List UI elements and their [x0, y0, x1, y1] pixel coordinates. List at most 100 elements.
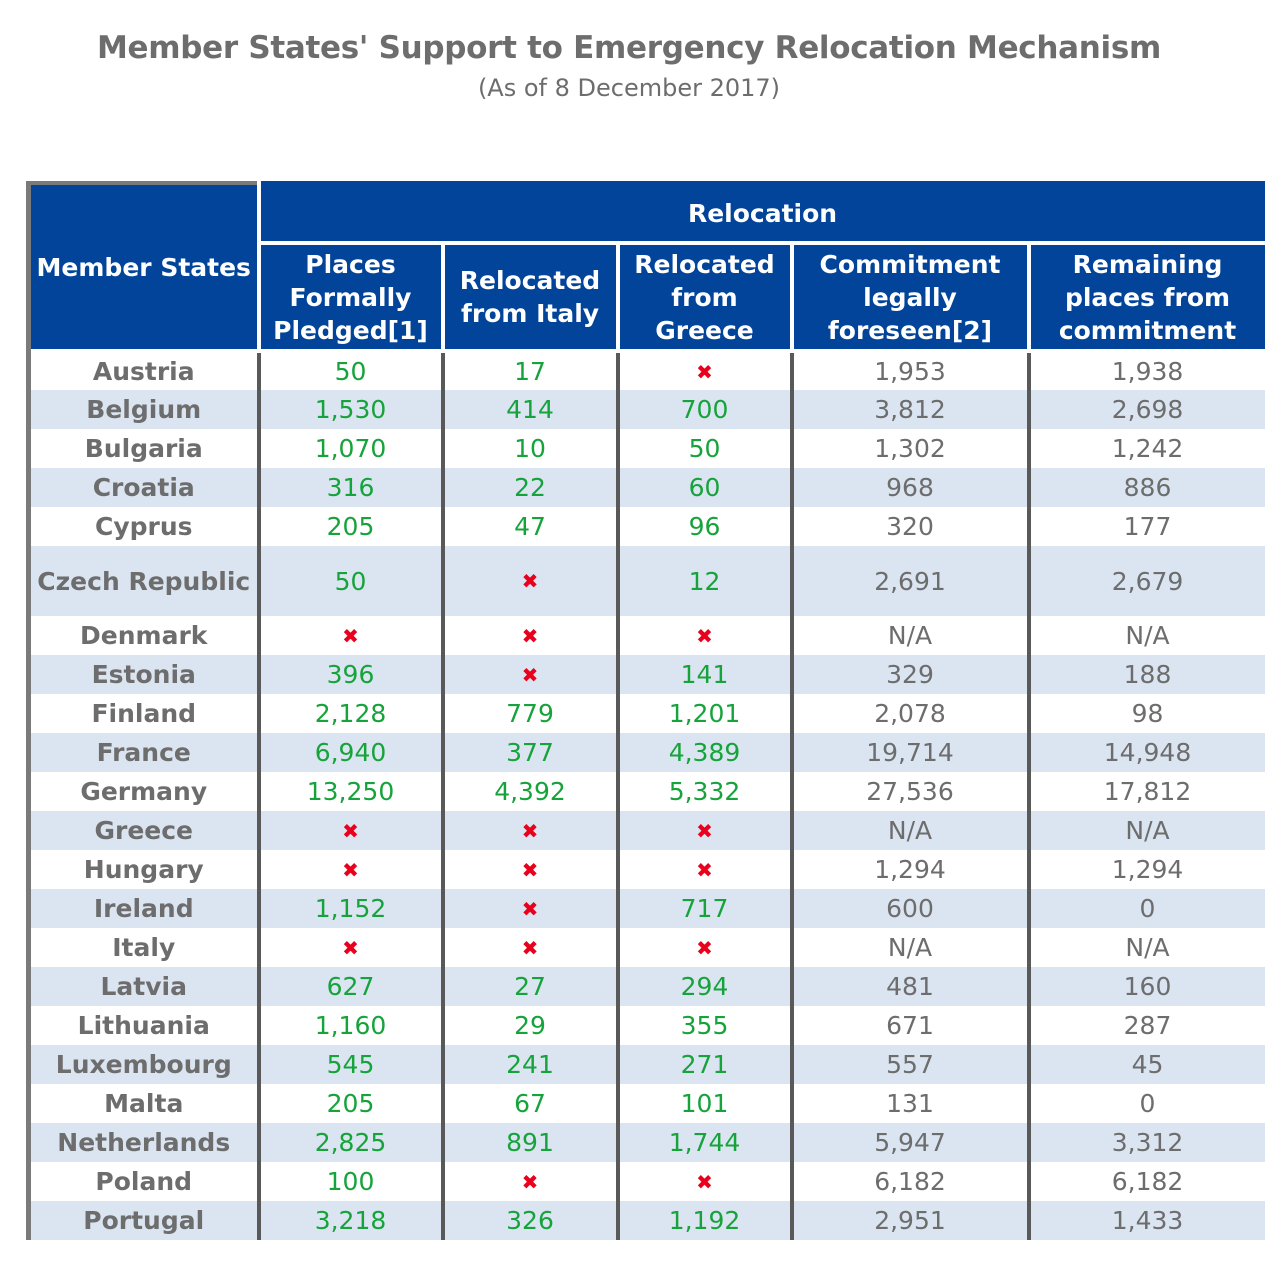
- member-state-name: Poland: [26, 1162, 261, 1201]
- table-row: Germany 13,250 4,392 5,332 27,536 17,812: [26, 772, 1269, 811]
- cell-remaining: 0: [1026, 889, 1269, 928]
- cell-commitment: 6,182: [789, 1162, 1031, 1201]
- cell-pledged: 13,250: [256, 772, 445, 811]
- member-state-name: Portugal: [26, 1201, 261, 1240]
- cell-commitment: 3,812: [789, 390, 1031, 429]
- cell-remaining: 1,294: [1026, 850, 1269, 889]
- cross-icon: ✖: [256, 616, 445, 655]
- cell-greece: 60: [615, 468, 794, 507]
- cell-pledged: 100: [256, 1162, 445, 1201]
- cell-greece: 271: [615, 1045, 794, 1084]
- cross-icon: ✖: [440, 546, 620, 616]
- header-line: Relocated: [634, 249, 775, 279]
- header-line: Remaining: [1072, 249, 1223, 279]
- member-state-name: Luxembourg: [26, 1045, 261, 1084]
- cell-greece: 141: [615, 655, 794, 694]
- cell-italy: 29: [440, 1006, 620, 1045]
- header-line: Relocated: [459, 266, 601, 295]
- cell-commitment: 131: [789, 1084, 1031, 1123]
- member-state-name: Ireland: [26, 889, 261, 928]
- cell-remaining: 2,698: [1026, 390, 1269, 429]
- member-state-name: Cyprus: [26, 507, 261, 546]
- cross-icon: ✖: [440, 850, 620, 889]
- cell-remaining: 1,433: [1026, 1201, 1269, 1240]
- header-line: from Italy: [460, 299, 600, 328]
- cell-italy: 47: [440, 507, 620, 546]
- cell-italy: 17: [440, 351, 620, 390]
- page-title: Member States' Support to Emergency Relo…: [96, 30, 1162, 66]
- cell-pledged: 545: [256, 1045, 445, 1084]
- header-line: Formally: [289, 282, 412, 312]
- cross-icon: ✖: [256, 928, 445, 967]
- table-row: Portugal 3,218 326 1,192 2,951 1,433: [26, 1201, 1269, 1240]
- cell-remaining: 287: [1026, 1006, 1269, 1045]
- table-row: Malta 205 67 101 131 0: [26, 1084, 1269, 1123]
- cell-pledged: 1,152: [256, 889, 445, 928]
- cell-pledged: 2,128: [256, 694, 445, 733]
- table-row: Bulgaria 1,070 10 50 1,302 1,242: [26, 429, 1269, 468]
- cell-pledged: 205: [256, 1084, 445, 1123]
- cell-remaining: 177: [1026, 507, 1269, 546]
- cell-greece: 717: [615, 889, 794, 928]
- cell-pledged: 316: [256, 468, 445, 507]
- table-row: Italy ✖ ✖ ✖ N/A N/A: [26, 928, 1269, 967]
- header-relocated-italy: Relocated from Italy: [440, 241, 620, 353]
- cell-greece: 5,332: [615, 772, 794, 811]
- table-row: Finland 2,128 779 1,201 2,078 98: [26, 694, 1269, 733]
- header-remaining: Remaining places from commitment: [1026, 241, 1269, 353]
- member-state-name: Italy: [26, 928, 261, 967]
- cell-pledged: 50: [256, 546, 445, 616]
- cell-pledged: 1,160: [256, 1006, 445, 1045]
- cell-commitment: 557: [789, 1045, 1031, 1084]
- cross-icon: ✖: [615, 351, 794, 390]
- cell-remaining: 188: [1026, 655, 1269, 694]
- header-line: from: [671, 282, 738, 312]
- cross-icon: ✖: [615, 928, 794, 967]
- cell-remaining: 6,182: [1026, 1162, 1269, 1201]
- header-relocation: Relocation: [256, 181, 1269, 245]
- cell-remaining: N/A: [1026, 616, 1269, 655]
- header-relocated-greece: Relocated from Greece: [615, 241, 794, 353]
- cross-icon: ✖: [615, 616, 794, 655]
- cell-commitment: 2,078: [789, 694, 1031, 733]
- cross-icon: ✖: [440, 889, 620, 928]
- cell-italy: 241: [440, 1045, 620, 1084]
- header-places-pledged: Places Formally Pledged[1]: [256, 241, 445, 353]
- cell-remaining: 1,938: [1026, 351, 1269, 390]
- cell-italy: 4,392: [440, 772, 620, 811]
- cell-commitment: 1,953: [789, 351, 1031, 390]
- member-state-name: Netherlands: [26, 1123, 261, 1162]
- member-state-name: France: [26, 733, 261, 772]
- member-state-name: Estonia: [26, 655, 261, 694]
- cell-greece: 50: [615, 429, 794, 468]
- cell-pledged: 627: [256, 967, 445, 1006]
- cell-remaining: 17,812: [1026, 772, 1269, 811]
- cross-icon: ✖: [440, 655, 620, 694]
- cell-pledged: 205: [256, 507, 445, 546]
- cell-greece: 700: [615, 390, 794, 429]
- member-state-name: Lithuania: [26, 1006, 261, 1045]
- cross-icon: ✖: [440, 811, 620, 850]
- cell-commitment: 671: [789, 1006, 1031, 1045]
- table-row: Denmark ✖ ✖ ✖ N/A N/A: [26, 616, 1269, 655]
- cell-italy: 326: [440, 1201, 620, 1240]
- cell-pledged: 50: [256, 351, 445, 390]
- table-row: Latvia 627 27 294 481 160: [26, 967, 1269, 1006]
- cell-italy: 10: [440, 429, 620, 468]
- table-row: Poland 100 ✖ ✖ 6,182 6,182: [26, 1162, 1269, 1201]
- table-row: Netherlands 2,825 891 1,744 5,947 3,312: [26, 1123, 1269, 1162]
- page-subtitle: (As of 8 December 2017): [477, 74, 781, 102]
- cell-commitment: 600: [789, 889, 1031, 928]
- cell-greece: 1,201: [615, 694, 794, 733]
- cross-icon: ✖: [615, 811, 794, 850]
- table-row: Estonia 396 ✖ 141 329 188: [26, 655, 1269, 694]
- header-line: commitment: [1058, 315, 1237, 345]
- cell-commitment: 2,691: [789, 546, 1031, 616]
- cell-commitment: N/A: [789, 616, 1031, 655]
- cell-remaining: 1,242: [1026, 429, 1269, 468]
- relocation-table: Member States Relocation Places Formally P…: [26, 181, 1269, 1240]
- cell-remaining: 45: [1026, 1045, 1269, 1084]
- cell-greece: 96: [615, 507, 794, 546]
- member-state-name: Greece: [26, 811, 261, 850]
- table-row: Croatia 316 22 60 968 886: [26, 468, 1269, 507]
